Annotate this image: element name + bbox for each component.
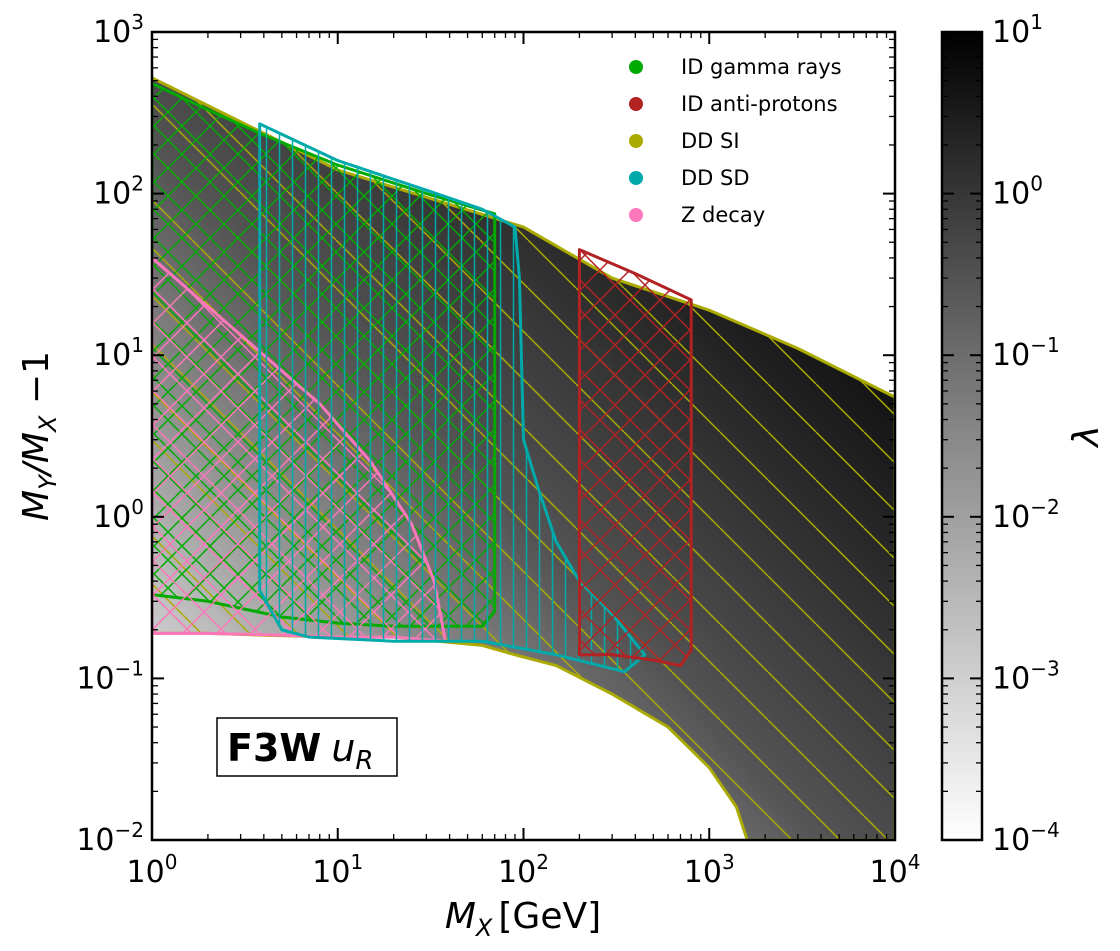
legend-marker-id-anti-protons — [629, 97, 643, 111]
colorbar — [940, 30, 984, 842]
legend-label-dd-si: DD SI — [681, 129, 740, 153]
colorbar-tick-label: 10−2 — [992, 495, 1060, 535]
x-tick-label: 100 — [127, 850, 178, 890]
colorbar-tick-label: 10−1 — [992, 333, 1060, 373]
y-axis-label: MY/MX −1 — [16, 351, 62, 521]
id-anti-protons-region — [577, 248, 693, 668]
legend: ID gamma rays ID anti-protons DD SI DD SD Z … — [629, 55, 842, 227]
annotation-box: F3W uR — [216, 717, 398, 777]
plot-area — [152, 76, 895, 840]
colorbar-label: λ — [1066, 425, 1107, 448]
legend-label-dd-sd: DD SD — [681, 166, 750, 190]
y-tick-label: 103 — [93, 10, 144, 50]
colorbar-gradient — [940, 30, 984, 842]
x-tick-label: 103 — [684, 850, 735, 890]
y-tick-label: 101 — [93, 333, 144, 373]
legend-label-id-gamma-rays: ID gamma rays — [681, 55, 842, 79]
tick-labels: 100 101 102 103 104 10−2 10−1 100 101 102 103 101 10… — [76, 10, 1059, 890]
colorbar-tick-label: 101 — [992, 10, 1043, 50]
y-tick-label: 100 — [93, 495, 144, 535]
legend-label-z-decay: Z decay — [681, 203, 765, 227]
colorbar-tick-label: 10−3 — [992, 656, 1060, 696]
annotation-frame — [216, 717, 398, 777]
colorbar-tick-label: 100 — [992, 172, 1043, 212]
y-tick-label: 102 — [93, 172, 144, 212]
x-tick-label: 102 — [498, 850, 549, 890]
x-axis-label: MX [GeV] — [445, 896, 601, 942]
x-tick-label: 101 — [312, 850, 363, 890]
x-tick-label: 104 — [870, 850, 921, 890]
annotation-text: F3W uR — [227, 726, 374, 776]
y-tick-label: 10−2 — [76, 818, 144, 858]
colorbar-tick-label: 10−4 — [992, 818, 1060, 858]
legend-label-id-anti-protons: ID anti-protons — [681, 92, 838, 116]
y-tick-label: 10−1 — [76, 656, 144, 696]
axis-ticks — [151, 31, 896, 841]
legend-marker-z-decay — [629, 208, 643, 222]
legend-marker-id-gamma-rays — [629, 60, 643, 74]
legend-marker-dd-sd — [629, 171, 643, 185]
legend-marker-dd-si — [629, 134, 643, 148]
